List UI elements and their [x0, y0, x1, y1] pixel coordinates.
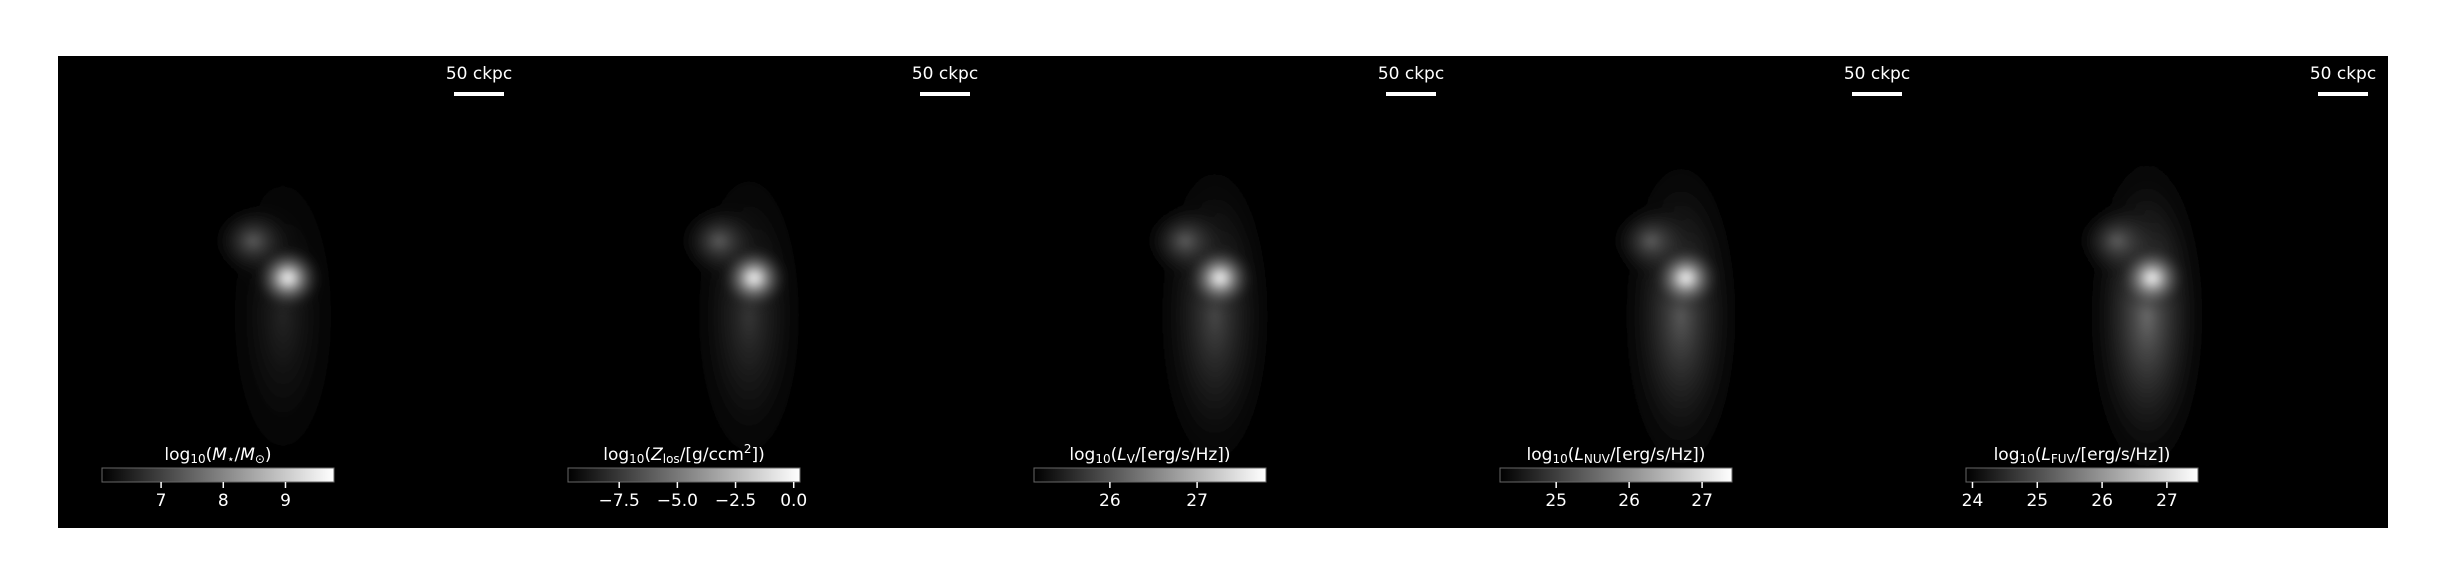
colorbar-label-part: V [1127, 452, 1136, 466]
colorbar-tick-label: 25 [1545, 491, 1567, 511]
colorbar-tick-label: 26 [1618, 491, 1640, 511]
colorbar-label-part: ]) [751, 445, 764, 465]
galaxy-core [1184, 244, 1256, 312]
colorbar-tick-label: 27 [2156, 491, 2178, 511]
galaxy-image [1140, 126, 1285, 506]
galaxy-image [674, 126, 819, 506]
colorbar-label-part: ( [2035, 445, 2042, 465]
colorbar-label-part: / [234, 445, 240, 465]
galaxy-image [2072, 126, 2217, 506]
colorbar [1499, 467, 1733, 483]
colorbar-label-part: 10 [2020, 452, 2035, 466]
colorbar [101, 467, 335, 483]
colorbar-tick-label: 25 [2026, 491, 2048, 511]
colorbar-label-part: ( [206, 445, 213, 465]
colorbar-tick-label: 27 [1186, 491, 1208, 511]
colorbar-label-part: ⊙ [255, 452, 265, 466]
colorbar-tick-label: −2.5 [715, 491, 756, 511]
colorbar-label-part: log [164, 445, 190, 465]
colorbar-label-part: /[erg/s/Hz]) [1610, 445, 1706, 465]
colorbar-label-part: 10 [1095, 452, 1110, 466]
galaxy-core [1650, 244, 1722, 312]
colorbar-tick-label: 7 [156, 491, 167, 511]
scale-bar-label: 50 ckpc [2310, 64, 2376, 84]
colorbar-label-part: log [1994, 445, 2020, 465]
colorbar-label-part: /[erg/s/Hz]) [1135, 445, 1231, 465]
colorbar [1033, 467, 1267, 483]
colorbar-tick-label: 0.0 [780, 491, 807, 511]
colorbar-label-part: Z [650, 445, 663, 465]
colorbar-tick-label: 27 [1691, 491, 1713, 511]
colorbar-label-part: 10 [1552, 452, 1567, 466]
colorbar-label-part: M [212, 445, 227, 465]
colorbar-label-part: NUV [1584, 452, 1611, 466]
galaxy-image [208, 126, 353, 506]
galaxy-image [1606, 126, 1751, 506]
colorbar-label-part: /[g/ccm [680, 445, 744, 465]
colorbar-label-part: /[erg/s/Hz]) [2075, 445, 2171, 465]
colorbar-label-part: log [1527, 445, 1553, 465]
colorbar-tick-label: 24 [1962, 491, 1984, 511]
colorbar-label-part: ⋆ [227, 452, 235, 466]
colorbar [1965, 467, 2199, 483]
colorbar-label: log10(Zlos/[g/ccm2]) [603, 442, 764, 466]
colorbar-label-part: L [2041, 445, 2050, 465]
colorbar-tick-label: 8 [218, 491, 229, 511]
colorbar-label-part: M [240, 445, 255, 465]
colorbar-label-part: L [1117, 445, 1126, 465]
colorbar-label-part: ( [1568, 445, 1575, 465]
colorbar-label-part: log [1069, 445, 1095, 465]
colorbar-label-part: L [1574, 445, 1583, 465]
colorbar-label-part: ) [265, 445, 272, 465]
scale-bar-label: 50 ckpc [1844, 64, 1910, 84]
colorbar-tick-label: −5.0 [657, 491, 698, 511]
colorbar-label-part: ( [1111, 445, 1118, 465]
scale-bar-label: 50 ckpc [446, 64, 512, 84]
colorbar-label-part: 10 [629, 452, 644, 466]
colorbar-label: log10(M⋆/M⊙) [164, 445, 271, 466]
colorbar [567, 467, 801, 483]
colorbar-label: log10(LFUV/[erg/s/Hz]) [1994, 445, 2171, 466]
galaxy-core [2116, 244, 2188, 312]
colorbar-label-part: FUV [2051, 452, 2076, 466]
scale-bar-label: 50 ckpc [1378, 64, 1444, 84]
colorbar-label-part: ( [644, 445, 651, 465]
colorbar-tick-label: 26 [2091, 491, 2113, 511]
colorbar-tick-label: 9 [280, 491, 291, 511]
colorbar-tick-label: −7.5 [599, 491, 640, 511]
galaxy-core [718, 244, 790, 312]
colorbar-label-part: 2 [744, 442, 752, 456]
colorbar-label: log10(LNUV/[erg/s/Hz]) [1527, 445, 1706, 466]
colorbar-label: log10(LV/[erg/s/Hz]) [1069, 445, 1230, 466]
colorbar-tick-label: 26 [1099, 491, 1121, 511]
galaxy-core [252, 244, 324, 312]
scale-bar-label: 50 ckpc [912, 64, 978, 84]
colorbar-label-part: 10 [190, 452, 205, 466]
colorbar-label-part: los [663, 452, 680, 466]
colorbar-label-part: log [603, 445, 629, 465]
